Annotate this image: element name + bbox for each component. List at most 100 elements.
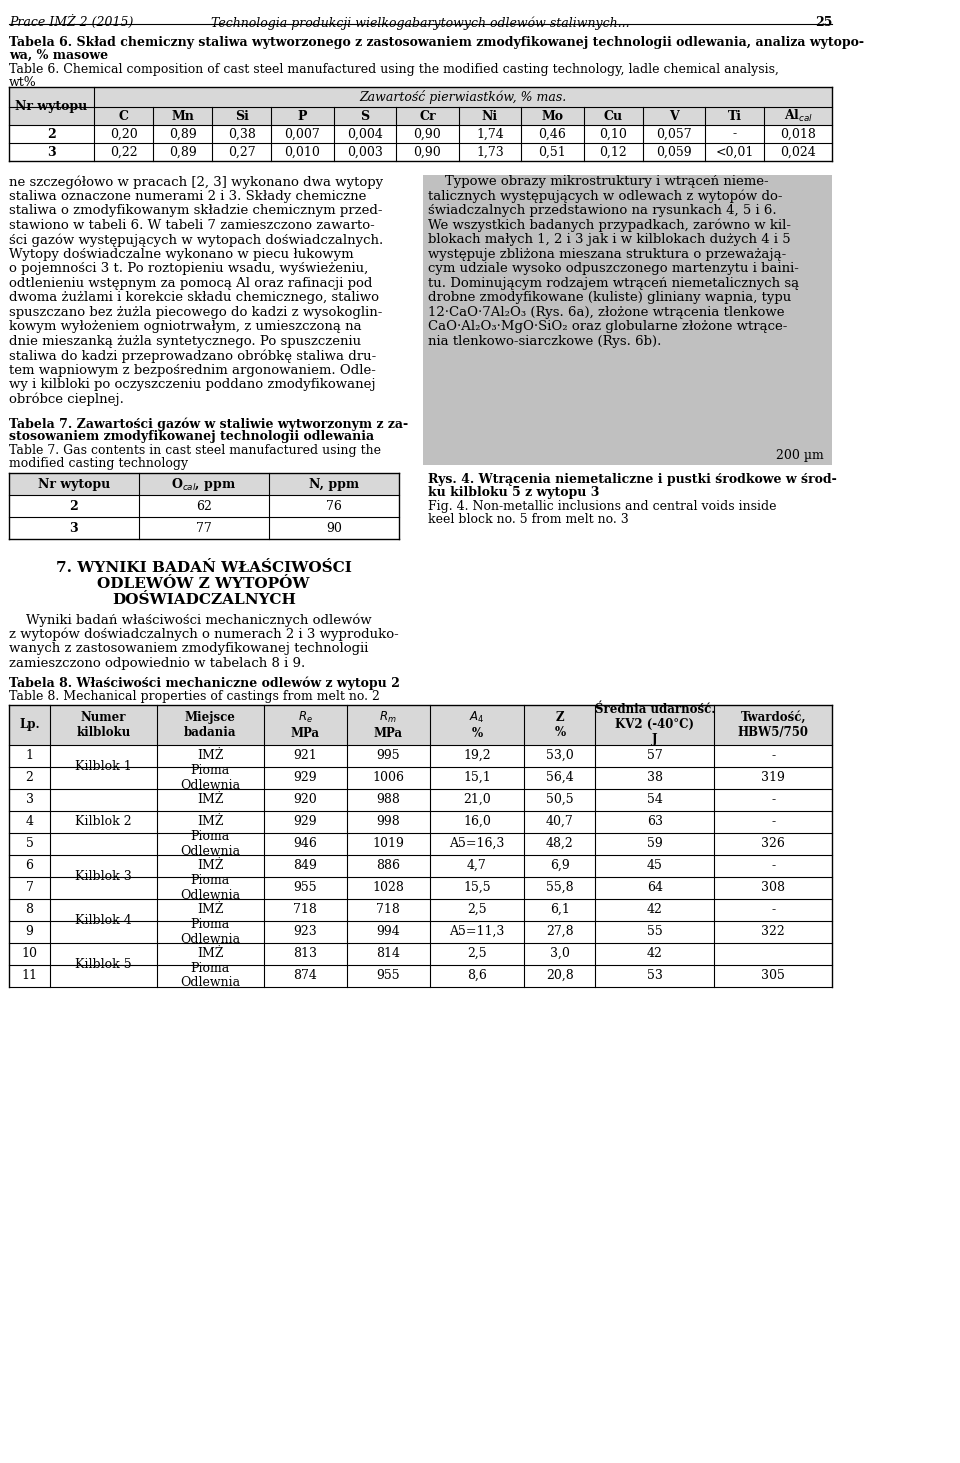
Text: Fig. 4. Non-metallic inclusions and central voids inside: Fig. 4. Non-metallic inclusions and cent… — [427, 500, 776, 514]
Text: 50,5: 50,5 — [546, 793, 574, 806]
Text: 42: 42 — [647, 903, 662, 916]
Text: 0,20: 0,20 — [109, 127, 137, 140]
Text: DOŚWIADCZALNYCH: DOŚWIADCZALNYCH — [111, 593, 296, 607]
Text: 42: 42 — [647, 947, 662, 960]
Text: Ni: Ni — [482, 110, 498, 123]
Text: 0,22: 0,22 — [109, 145, 137, 158]
Text: stawiono w tabeli 6. W tabeli 7 zamieszczono zawarto-: stawiono w tabeli 6. W tabeli 7 zamieszc… — [9, 218, 374, 231]
Text: Nr wytopu: Nr wytopu — [37, 477, 109, 490]
Text: 995: 995 — [376, 749, 400, 762]
Text: Al$_{cal}$: Al$_{cal}$ — [783, 108, 813, 124]
Text: IMŻ: IMŻ — [197, 947, 224, 960]
Text: P: P — [298, 110, 307, 123]
Text: 921: 921 — [293, 749, 317, 762]
Text: We wszystkich badanych przypadkach, zarówno w kil-: We wszystkich badanych przypadkach, zaró… — [427, 218, 791, 233]
Text: 326: 326 — [761, 837, 785, 850]
Text: wa, % masowe: wa, % masowe — [9, 48, 108, 61]
Text: keel block no. 5 from melt no. 3: keel block no. 5 from melt no. 3 — [427, 514, 629, 527]
Text: Wytopy doświadczalne wykonano w piecu łukowym: Wytopy doświadczalne wykonano w piecu łu… — [9, 247, 353, 260]
Text: Mn: Mn — [171, 110, 194, 123]
Text: obróbce cieplnej.: obróbce cieplnej. — [9, 392, 124, 407]
Text: Si: Si — [235, 110, 249, 123]
Text: 718: 718 — [293, 903, 317, 916]
Text: 3,0: 3,0 — [550, 947, 570, 960]
Text: 0,27: 0,27 — [228, 145, 255, 158]
Text: modified casting technology: modified casting technology — [9, 456, 188, 470]
Text: 319: 319 — [761, 771, 785, 784]
Text: Wyniki badań właściwości mechanicznych odlewów: Wyniki badań właściwości mechanicznych o… — [9, 613, 372, 626]
Text: Typowe obrazy mikrostruktury i wtrąceń nieme-: Typowe obrazy mikrostruktury i wtrąceń n… — [427, 176, 768, 189]
Text: 59: 59 — [647, 837, 662, 850]
Text: stosowaniem zmodyfikowanej technologii odlewania: stosowaniem zmodyfikowanej technologii o… — [9, 430, 373, 443]
Text: Pioma
Odlewnia: Pioma Odlewnia — [180, 873, 240, 901]
Text: 0,90: 0,90 — [414, 127, 442, 140]
Text: 4,7: 4,7 — [468, 859, 487, 872]
Text: $R_e$
MPa: $R_e$ MPa — [291, 710, 320, 740]
Text: Twardość,
HBW5/750: Twardość, HBW5/750 — [737, 711, 808, 739]
Text: 10: 10 — [21, 947, 37, 960]
Text: 2,5: 2,5 — [468, 903, 487, 916]
Text: odtlenieniu wstępnym za pomocą Al oraz rafinacji pod: odtlenieniu wstępnym za pomocą Al oraz r… — [9, 277, 372, 290]
Text: Prace IMŻ 2 (2015): Prace IMŻ 2 (2015) — [9, 16, 133, 31]
Text: Rys. 4. Wtrącenia niemetaliczne i pustki środkowe w środ-: Rys. 4. Wtrącenia niemetaliczne i pustki… — [427, 473, 836, 486]
Text: o pojemności 3 t. Po roztopieniu wsadu, wyświeżeniu,: o pojemności 3 t. Po roztopieniu wsadu, … — [9, 262, 368, 275]
Text: 0,38: 0,38 — [228, 127, 255, 140]
Text: 6,1: 6,1 — [550, 903, 570, 916]
Text: C: C — [118, 110, 129, 123]
Text: -: - — [771, 749, 776, 762]
Text: dnie mieszanką żużla syntetycznego. Po spuszczeniu: dnie mieszanką żużla syntetycznego. Po s… — [9, 335, 361, 348]
Text: A5=11,3: A5=11,3 — [449, 925, 505, 938]
Text: 929: 929 — [293, 815, 317, 828]
Text: Pioma
Odlewnia: Pioma Odlewnia — [180, 961, 240, 989]
Text: Średnia udarność.
KV2 (-40°C)
J: Średnia udarność. KV2 (-40°C) J — [594, 704, 715, 746]
Text: wt%: wt% — [9, 76, 36, 89]
Text: V: V — [669, 110, 679, 123]
Text: 0,010: 0,010 — [284, 145, 321, 158]
Text: Table 6. Chemical composition of cast steel manufactured using the modified cast: Table 6. Chemical composition of cast st… — [9, 63, 779, 76]
Text: 77: 77 — [196, 521, 211, 534]
Text: 0,89: 0,89 — [169, 145, 197, 158]
Text: -: - — [771, 815, 776, 828]
Text: Tabela 6. Skład chemiczny staliwa wytworzonego z zastosowaniem zmodyfikowanej te: Tabela 6. Skład chemiczny staliwa wytwor… — [9, 37, 864, 48]
Text: 5: 5 — [26, 837, 34, 850]
Text: 55: 55 — [647, 925, 662, 938]
Text: 0,90: 0,90 — [414, 145, 442, 158]
Text: spuszczano bez żużla piecowego do kadzi z wysokoglin-: spuszczano bez żużla piecowego do kadzi … — [9, 306, 382, 319]
Text: 6,9: 6,9 — [550, 859, 570, 872]
Text: 2,5: 2,5 — [468, 947, 487, 960]
Text: świadczalnych przedstawiono na rysunkach 4, 5 i 6.: świadczalnych przedstawiono na rysunkach… — [427, 203, 777, 217]
Text: Tabela 8. Właściwości mechaniczne odlewów z wytopu 2: Tabela 8. Właściwości mechaniczne odlewó… — [9, 676, 399, 691]
Text: 3: 3 — [47, 145, 56, 158]
Text: IMŻ: IMŻ — [197, 793, 224, 806]
Text: tu. Dominującym rodzajem wtrąceń niemetalicznych są: tu. Dominującym rodzajem wtrąceń niemeta… — [427, 277, 799, 290]
Text: 0,51: 0,51 — [539, 145, 566, 158]
Text: 814: 814 — [376, 947, 400, 960]
Text: 1028: 1028 — [372, 881, 404, 894]
Text: 920: 920 — [293, 793, 317, 806]
Text: 9: 9 — [26, 925, 34, 938]
Text: 57: 57 — [647, 749, 662, 762]
Text: 1,73: 1,73 — [476, 145, 504, 158]
Text: 305: 305 — [761, 969, 785, 982]
Text: 8,6: 8,6 — [467, 969, 487, 982]
Text: 63: 63 — [647, 815, 662, 828]
Text: 64: 64 — [647, 881, 662, 894]
Text: $R_m$
MPa: $R_m$ MPa — [373, 710, 402, 740]
Text: 0,003: 0,003 — [347, 145, 383, 158]
Text: 16,0: 16,0 — [463, 815, 491, 828]
Text: 998: 998 — [376, 815, 400, 828]
Text: IMŻ: IMŻ — [197, 749, 224, 762]
Text: 55,8: 55,8 — [546, 881, 574, 894]
Text: <0,01: <0,01 — [715, 145, 754, 158]
Text: Z
%: Z % — [554, 711, 565, 739]
Text: 2: 2 — [69, 499, 78, 512]
Text: Miejsce
badania: Miejsce badania — [184, 711, 236, 739]
Text: Kilblok 3: Kilblok 3 — [75, 870, 132, 884]
Text: 0,004: 0,004 — [347, 127, 383, 140]
Text: 955: 955 — [376, 969, 400, 982]
Text: 56,4: 56,4 — [546, 771, 574, 784]
Text: 0,007: 0,007 — [284, 127, 321, 140]
Text: 946: 946 — [293, 837, 317, 850]
Text: zamieszczono odpowiednio w tabelach 8 i 9.: zamieszczono odpowiednio w tabelach 8 i … — [9, 657, 305, 670]
Text: 53,0: 53,0 — [546, 749, 574, 762]
